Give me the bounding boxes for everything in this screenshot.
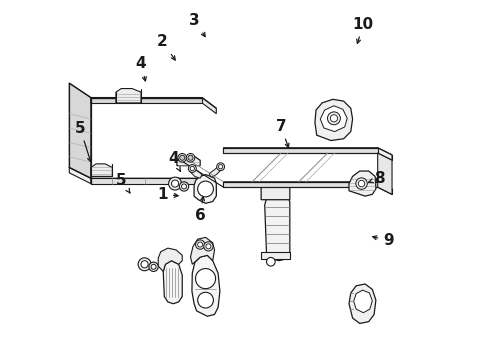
Circle shape bbox=[330, 115, 338, 122]
Circle shape bbox=[358, 180, 365, 187]
Polygon shape bbox=[320, 106, 347, 132]
Circle shape bbox=[219, 165, 223, 169]
Circle shape bbox=[179, 182, 189, 191]
Circle shape bbox=[149, 262, 158, 271]
Polygon shape bbox=[315, 99, 353, 140]
Text: 8: 8 bbox=[368, 171, 385, 186]
Polygon shape bbox=[261, 252, 290, 259]
Polygon shape bbox=[349, 171, 376, 196]
Circle shape bbox=[151, 264, 156, 269]
Circle shape bbox=[196, 240, 205, 249]
Polygon shape bbox=[354, 290, 372, 313]
Polygon shape bbox=[163, 261, 182, 304]
Text: 4: 4 bbox=[168, 151, 180, 171]
Circle shape bbox=[188, 155, 193, 160]
Circle shape bbox=[188, 165, 196, 172]
Polygon shape bbox=[91, 178, 202, 184]
Polygon shape bbox=[191, 237, 215, 264]
Polygon shape bbox=[69, 83, 91, 178]
Polygon shape bbox=[265, 191, 290, 261]
Polygon shape bbox=[223, 182, 378, 187]
Circle shape bbox=[267, 257, 275, 266]
Text: 10: 10 bbox=[353, 17, 374, 43]
Polygon shape bbox=[194, 175, 216, 203]
Circle shape bbox=[138, 258, 151, 271]
Text: 9: 9 bbox=[373, 234, 393, 248]
Text: 5: 5 bbox=[75, 121, 91, 162]
Polygon shape bbox=[223, 148, 378, 153]
Text: 4: 4 bbox=[136, 56, 147, 81]
Polygon shape bbox=[378, 153, 392, 194]
Text: 5: 5 bbox=[116, 172, 130, 193]
Circle shape bbox=[206, 244, 211, 249]
Circle shape bbox=[356, 178, 368, 189]
Polygon shape bbox=[116, 89, 141, 103]
Circle shape bbox=[197, 181, 214, 197]
Text: 2: 2 bbox=[157, 35, 175, 60]
Polygon shape bbox=[190, 167, 202, 178]
Polygon shape bbox=[144, 262, 155, 269]
Circle shape bbox=[196, 269, 216, 289]
Circle shape bbox=[197, 292, 214, 308]
Circle shape bbox=[172, 180, 179, 187]
Polygon shape bbox=[91, 98, 216, 114]
Circle shape bbox=[327, 112, 341, 125]
Circle shape bbox=[217, 163, 224, 171]
Text: 3: 3 bbox=[190, 13, 205, 37]
Polygon shape bbox=[223, 148, 392, 160]
Circle shape bbox=[180, 155, 185, 160]
Circle shape bbox=[141, 261, 148, 268]
Polygon shape bbox=[158, 248, 182, 271]
Polygon shape bbox=[349, 284, 376, 323]
Polygon shape bbox=[209, 166, 221, 177]
Circle shape bbox=[186, 153, 195, 162]
Polygon shape bbox=[192, 255, 220, 316]
Circle shape bbox=[190, 166, 195, 171]
Circle shape bbox=[204, 242, 213, 251]
Circle shape bbox=[178, 153, 187, 162]
Text: 6: 6 bbox=[195, 197, 205, 223]
Polygon shape bbox=[91, 164, 112, 176]
Polygon shape bbox=[177, 157, 200, 166]
Text: 1: 1 bbox=[157, 187, 178, 202]
Circle shape bbox=[181, 184, 187, 189]
Polygon shape bbox=[174, 181, 185, 189]
Polygon shape bbox=[91, 98, 202, 103]
Polygon shape bbox=[223, 182, 392, 194]
Polygon shape bbox=[69, 167, 91, 184]
Polygon shape bbox=[261, 184, 290, 200]
Circle shape bbox=[197, 242, 203, 247]
Text: 7: 7 bbox=[275, 119, 289, 147]
Circle shape bbox=[169, 177, 181, 190]
Polygon shape bbox=[91, 178, 216, 194]
